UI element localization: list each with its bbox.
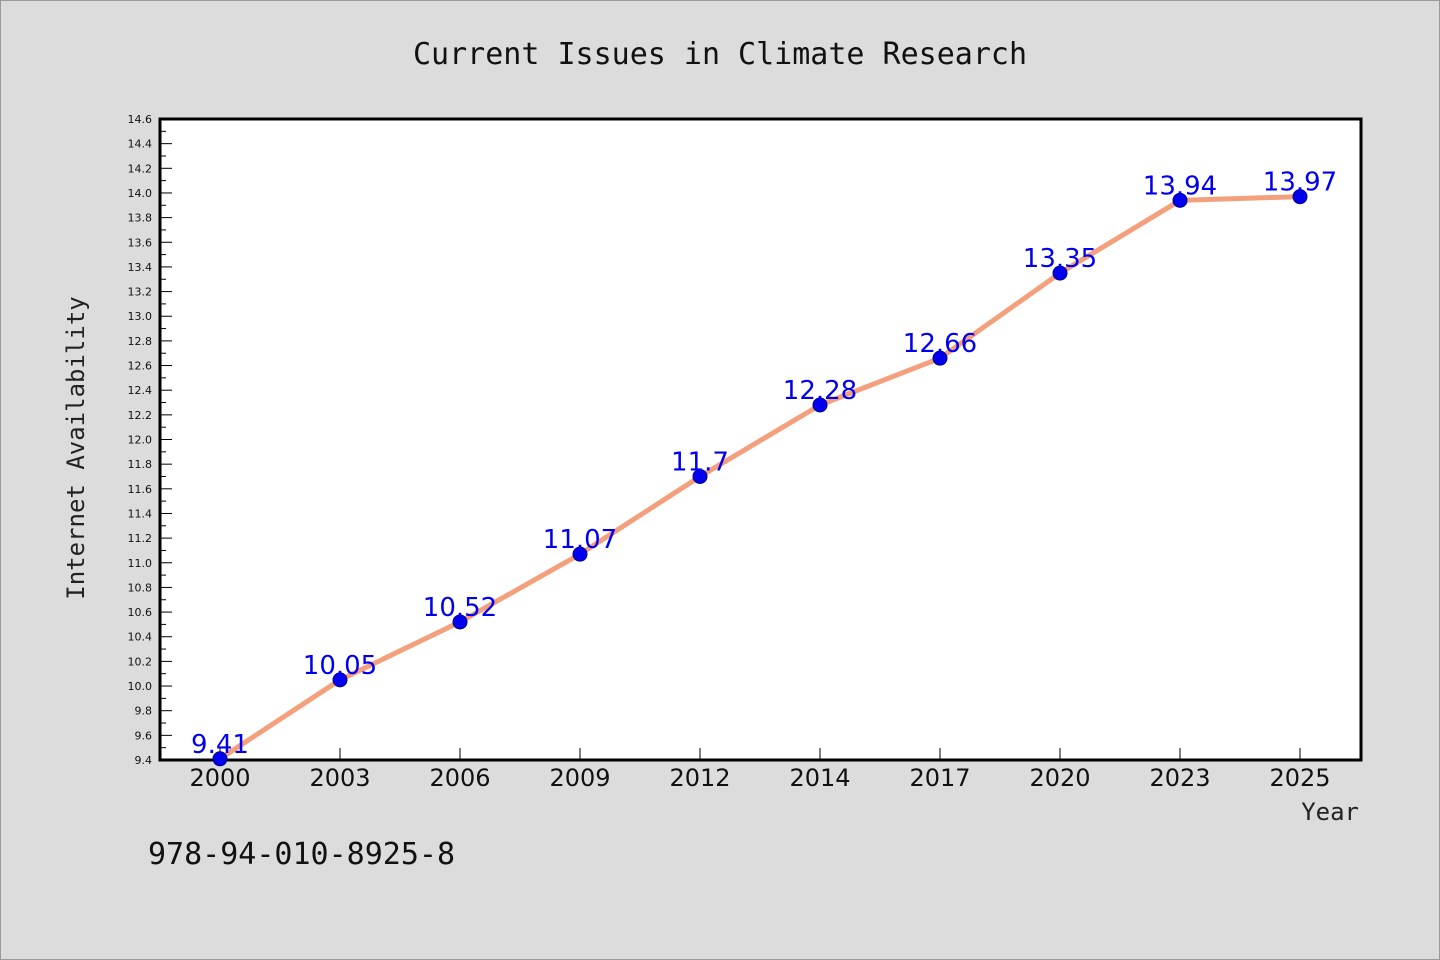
data-label: 11.07 [543,525,617,555]
data-point [932,350,948,366]
data-point [1292,189,1308,205]
data-label: 13.94 [1143,171,1217,201]
y-tick-label: 14.6 [128,113,153,126]
y-tick-label: 11.6 [128,483,153,496]
y-tick-label: 12.8 [128,335,153,348]
x-tick-label: 2020 [1029,764,1090,792]
data-point [1172,192,1188,208]
y-tick-label: 13.4 [128,261,153,274]
x-axis-label: Year [1301,798,1359,826]
x-tick-label: 2009 [549,764,610,792]
y-tick-label: 10.4 [128,631,153,644]
x-tick-label: 2017 [909,764,970,792]
y-tick-label: 13.2 [128,286,153,299]
y-tick-label: 9.6 [135,729,153,742]
x-tick-label: 2000 [189,764,250,792]
y-tick-label: 14.4 [128,138,153,151]
y-tick-label: 10.8 [128,581,153,594]
y-tick-label: 14.2 [128,162,153,175]
x-tick-label: 2023 [1149,764,1210,792]
data-label: 12.28 [783,376,857,406]
series-line-group [217,194,1303,762]
data-point [812,397,828,413]
data-label: 9.41 [191,730,249,760]
y-tick-label: 9.8 [135,705,153,718]
data-label: 10.52 [423,593,497,623]
y-tick-label: 10.6 [128,606,153,619]
data-point [332,672,348,688]
x-tick-label: 2014 [789,764,850,792]
y-tick-label: 10.0 [128,680,153,693]
data-label: 12.66 [903,329,977,359]
x-tick-label: 2025 [1269,764,1330,792]
y-tick-label: 11.4 [128,507,153,520]
y-tick-label: 13.8 [128,212,153,225]
y-tick-label: 10.2 [128,655,153,668]
y-tick-label: 11.0 [128,557,153,570]
isbn-text: 978-94-010-8925-8 [148,837,455,872]
y-tick-label: 13.0 [128,310,153,323]
y-tick-label: 9.4 [135,754,153,767]
x-tick-label: 2003 [309,764,370,792]
y-tick-label: 14.0 [128,187,153,200]
series-line [217,194,1303,762]
y-tick-label: 12.4 [128,384,153,397]
data-point [1052,265,1068,281]
x-axis: 2000 2003 2006 2009 2012 2014 2017 2020 2023 2025 [189,748,1331,792]
data-label: 11.7 [671,447,729,477]
y-tick-label: 12.2 [128,409,153,422]
data-label: 13.97 [1263,168,1337,198]
data-point [452,614,468,630]
y-tick-label: 11.8 [128,458,153,471]
markers-group [212,189,1308,767]
data-label: 10.05 [303,651,377,681]
y-tick-label: 12.0 [128,434,153,447]
y-axis-label: Internet Availability [62,296,90,599]
y-axis: 9.4 9.6 9.8 10.0 10.2 10.4 10.6 10.8 11.0 11.2 11.… [128,113,172,767]
y-tick-label: 11.2 [128,532,153,545]
data-labels-group: 9.41 10.05 10.52 11.07 11.7 12.28 12.66 13.35 13… [191,168,1337,760]
x-tick-label: 2012 [669,764,730,792]
x-tick-label: 2006 [429,764,490,792]
chart-title: Current Issues in Climate Research [413,37,1027,72]
y-tick-label: 12.6 [128,360,153,373]
data-point [692,468,708,484]
data-point [572,546,588,562]
y-tick-label: 13.6 [128,236,153,249]
data-point [212,751,228,767]
data-label: 13.35 [1023,244,1097,274]
